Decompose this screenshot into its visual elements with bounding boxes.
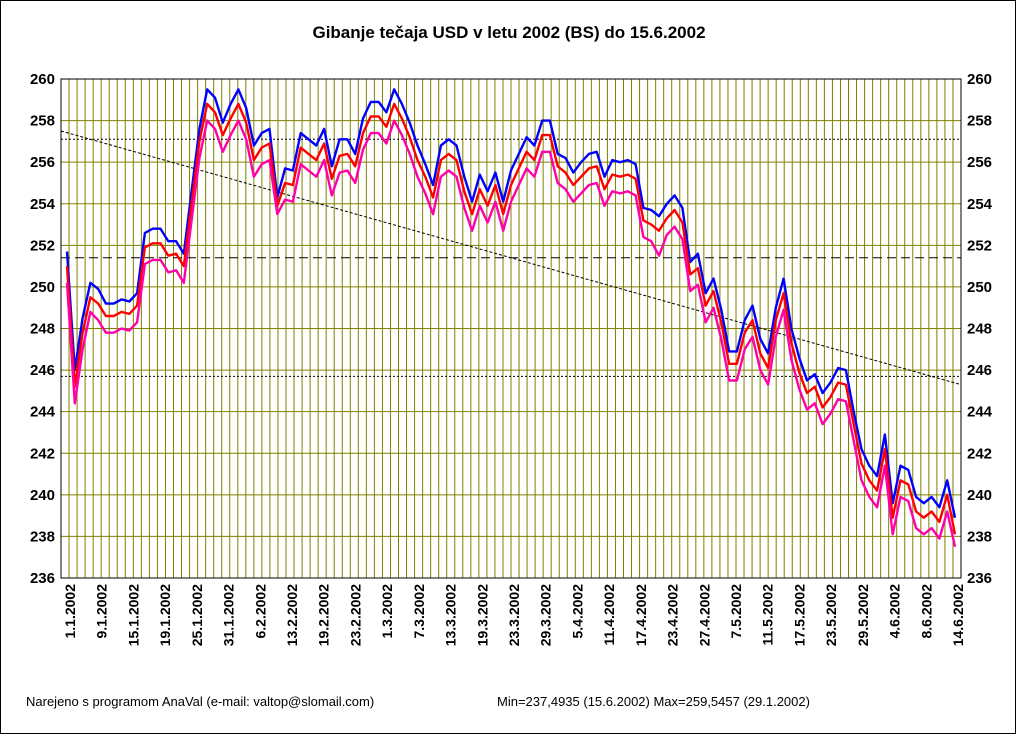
y-tick-label-left: 236: [30, 570, 55, 587]
x-tick-label: 14.6.2002: [950, 584, 966, 646]
x-tick-label: 19.3.2002: [474, 584, 490, 646]
x-tick-label: 15.1.2002: [125, 584, 141, 646]
x-tick-label: 23.5.2002: [823, 584, 839, 646]
x-tick-label: 1.1.2002: [62, 584, 78, 639]
x-axis: 1.1.2002 9.1.2002 15.1.2002 19.1.2002 25.1.2…: [62, 584, 966, 647]
x-tick-label: 31.1.2002: [221, 584, 237, 646]
y-tick-label-right: 250: [967, 279, 992, 296]
x-tick-label: 29.3.2002: [538, 584, 554, 646]
y-tick-label-left: 258: [30, 113, 55, 130]
plot-border: [60, 78, 962, 579]
x-tick-label: 7.3.2002: [411, 584, 427, 639]
y-tick-label-right: 252: [967, 237, 992, 254]
trend-line: [60, 130, 962, 386]
series-line-3: [65, 119, 957, 548]
y-tick-label-right: 254: [967, 196, 993, 213]
x-tick-label: 27.4.2002: [696, 584, 712, 646]
chart-title: Gibanje tečaja USD v letu 2002 (BS) do 1…: [312, 23, 705, 42]
x-tick-label: 19.1.2002: [157, 584, 173, 646]
series-lines: [65, 88, 957, 548]
y-tick-label-left: 248: [30, 321, 55, 338]
x-tick-label: 23.4.2002: [665, 584, 681, 646]
x-tick-label: 19.2.2002: [316, 584, 332, 646]
x-tick-label: 9.1.2002: [94, 584, 110, 639]
y-tick-label-left: 242: [30, 445, 55, 462]
y-tick-label-right: 260: [967, 71, 992, 88]
x-tick-label: 11.5.2002: [760, 584, 776, 646]
y-tick-label-right: 244: [967, 404, 993, 421]
y-axis-right: 236 238 240 242 244 246 248 250 252 254 256 258 260: [967, 71, 993, 587]
series-line-2: [65, 102, 957, 535]
x-tick-label: 8.6.2002: [918, 584, 934, 639]
y-tick-label-left: 256: [30, 154, 55, 171]
x-tick-label: 13.3.2002: [443, 584, 459, 646]
x-tick-label: 17.5.2002: [791, 584, 807, 646]
y-tick-label-left: 244: [30, 404, 56, 421]
x-tick-label: 17.4.2002: [633, 584, 649, 646]
x-tick-label: 23.2.2002: [347, 584, 363, 646]
y-tick-label-left: 238: [30, 528, 55, 545]
y-tick-label-left: 254: [30, 196, 56, 213]
series-line-1: [65, 88, 957, 518]
y-tick-label-right: 236: [967, 570, 992, 587]
y-tick-label-left: 246: [30, 362, 55, 379]
x-tick-label: 4.6.2002: [887, 584, 903, 639]
y-tick-label-right: 238: [967, 528, 992, 545]
x-tick-label: 6.2.2002: [252, 584, 268, 639]
y-tick-label-left: 240: [30, 487, 55, 504]
x-tick-label: 1.3.2002: [379, 584, 395, 639]
x-tick-label: 11.4.2002: [601, 584, 617, 646]
y-tick-label-right: 248: [967, 321, 992, 338]
y-axis-left: 236 238 240 242 244 246 248 250 252 254 256 258 260: [30, 71, 56, 587]
y-tick-label-left: 252: [30, 237, 55, 254]
y-tick-label-right: 242: [967, 445, 992, 462]
y-tick-label-right: 256: [967, 154, 992, 171]
x-tick-label: 23.3.2002: [506, 584, 522, 646]
footer-credit: Narejeno s programom AnaVal (e-mail: val…: [26, 694, 374, 709]
y-tick-label-left: 260: [30, 71, 55, 88]
x-tick-label: 5.4.2002: [569, 584, 585, 639]
y-tick-label-right: 246: [967, 362, 992, 379]
x-tick-label: 13.2.2002: [284, 584, 300, 646]
x-tick-label: 29.5.2002: [855, 584, 871, 646]
x-tick-label: 7.5.2002: [728, 584, 744, 639]
y-tick-label-right: 258: [967, 113, 992, 130]
y-tick-label-left: 250: [30, 279, 55, 296]
y-tick-label-right: 240: [967, 487, 992, 504]
x-tick-label: 25.1.2002: [189, 584, 205, 646]
footer-stats: Min=237,4935 (15.6.2002) Max=259,5457 (2…: [497, 694, 810, 709]
plot-grid: [60, 78, 962, 579]
